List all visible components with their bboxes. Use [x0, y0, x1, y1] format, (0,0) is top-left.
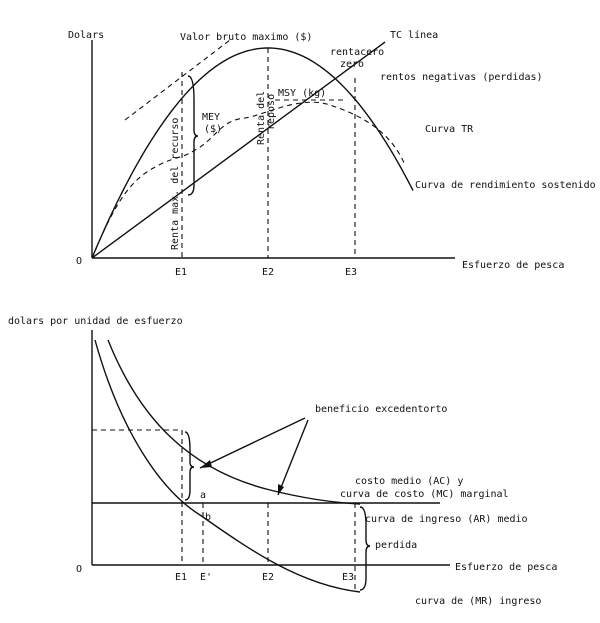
tc-line [91, 41, 386, 259]
label: Curva TR [425, 124, 474, 135]
sustained-curve [91, 101, 406, 259]
tick-label: E2 [262, 267, 274, 278]
label: curva de costo (MC) marginal [340, 489, 509, 500]
label: curva de (MR) ingreso [415, 596, 541, 607]
axis-label: Esfuerzo de pesca [455, 562, 557, 573]
arrow [199, 417, 306, 469]
label: ($) [204, 124, 222, 135]
brace [359, 506, 371, 591]
origin: O [76, 564, 82, 575]
label: MSY (kg) [278, 88, 326, 99]
brace [187, 75, 199, 196]
axis-label: Dolars [68, 30, 104, 41]
label: Renta max. del recurso [170, 118, 181, 250]
label: perdida [375, 540, 417, 551]
tick-label: E2 [262, 572, 274, 583]
tangent [124, 39, 231, 121]
label: Renta del [256, 91, 267, 145]
label: reposo [266, 94, 277, 130]
ac-curve [107, 339, 361, 505]
tick-label: E1 [175, 267, 187, 278]
brace [184, 431, 195, 501]
label: TC línea [390, 29, 438, 41]
label: Valor bruto maximo ($) [180, 32, 312, 43]
label: rentos negativas (perdidas) [380, 72, 543, 83]
tick-label: E1 [175, 572, 187, 583]
label: b [205, 512, 211, 523]
label: MEY [202, 112, 220, 123]
tick-label: E3 [345, 267, 357, 278]
tick-label: E' [200, 572, 212, 583]
label: costo medio (AC) y [355, 476, 463, 487]
label: a [200, 490, 206, 501]
axis-label: Esfuerzo de pesca [462, 260, 564, 271]
tick-label: E3 [342, 572, 354, 583]
label: beneficio excedentorto [315, 404, 447, 415]
arrow [277, 419, 309, 496]
mr-curve [94, 339, 361, 593]
label: zero [340, 59, 364, 70]
label: Curva de rendimiento sostenido [415, 180, 596, 191]
arrow-head [278, 484, 284, 495]
axis-label: dolars por unidad de esfuerzo [8, 316, 183, 327]
tr-curve [91, 47, 414, 259]
label: curva de ingreso (AR) medio [365, 514, 528, 525]
arrow-head [200, 460, 212, 468]
origin: O [76, 256, 82, 267]
label: rentacero [330, 47, 384, 58]
